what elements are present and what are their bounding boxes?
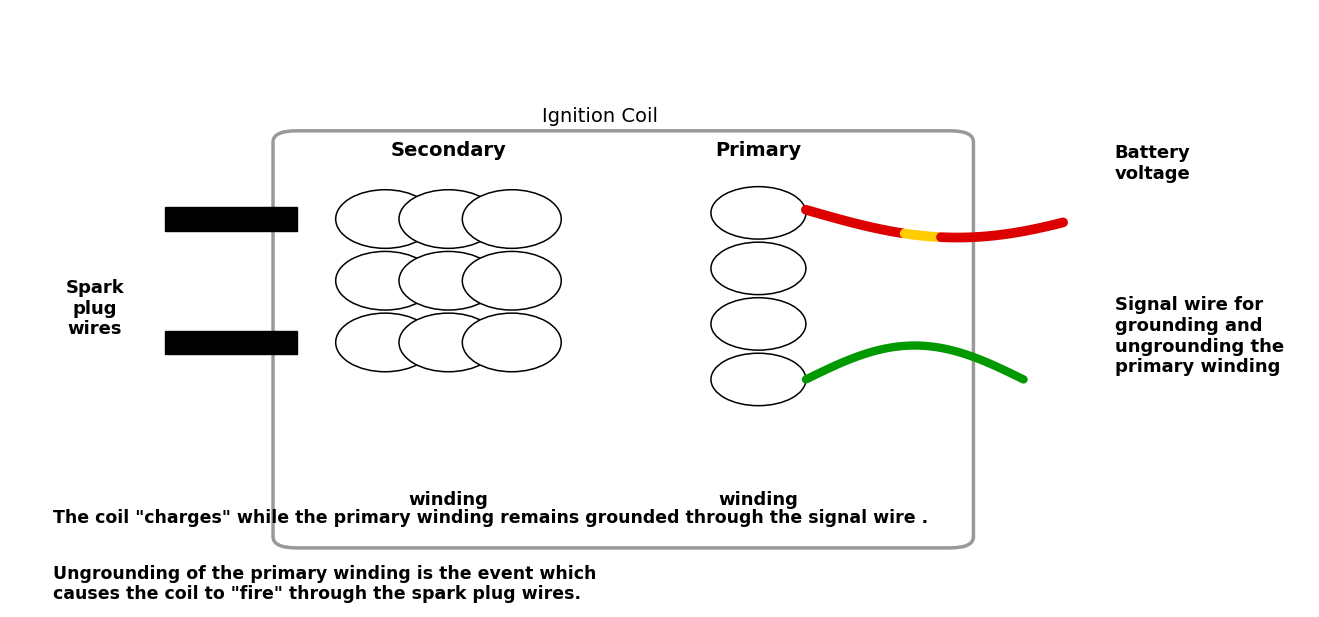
Text: Signal wire for
grounding and
ungrounding the
primary winding: Signal wire for grounding and ungroundin… [1115,296,1283,376]
FancyArrow shape [165,331,297,354]
FancyBboxPatch shape [273,131,973,548]
Ellipse shape [336,313,435,371]
Ellipse shape [711,186,806,239]
Ellipse shape [711,353,806,406]
Ellipse shape [400,190,499,248]
Ellipse shape [400,313,499,371]
Ellipse shape [336,252,435,310]
Ellipse shape [711,298,806,350]
Ellipse shape [463,313,562,371]
Text: Primary: Primary [715,141,802,160]
Ellipse shape [711,242,806,295]
Text: Ungrounding of the primary winding is the event which
causes the coil to "fire" : Ungrounding of the primary winding is th… [53,565,596,603]
Ellipse shape [400,252,499,310]
Ellipse shape [463,252,562,310]
Ellipse shape [336,190,435,248]
Ellipse shape [463,190,562,248]
Text: The coil "charges" while the primary winding remains grounded through the signal: The coil "charges" while the primary win… [53,509,927,527]
FancyArrow shape [165,207,297,231]
Text: winding: winding [409,491,488,509]
Text: Ignition Coil: Ignition Coil [542,107,658,126]
Text: winding: winding [719,491,798,509]
Text: Battery
voltage: Battery voltage [1115,144,1190,183]
Text: Spark
plug
wires: Spark plug wires [66,279,124,338]
Text: Secondary: Secondary [390,141,506,160]
